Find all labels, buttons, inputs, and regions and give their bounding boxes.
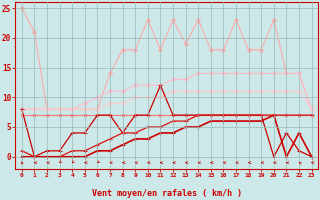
X-axis label: Vent moyen/en rafales ( km/h ): Vent moyen/en rafales ( km/h ) — [92, 189, 242, 198]
